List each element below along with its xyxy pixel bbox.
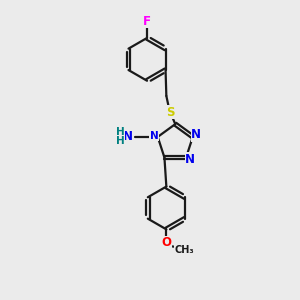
Text: N: N [123, 130, 133, 143]
Text: S: S [166, 106, 174, 119]
Text: N: N [191, 128, 201, 141]
Text: N: N [150, 131, 158, 141]
Text: O: O [161, 236, 171, 249]
Text: H: H [116, 136, 124, 146]
Text: F: F [143, 14, 151, 28]
Text: H: H [116, 127, 124, 137]
Text: CH₃: CH₃ [175, 245, 195, 255]
Text: N: N [185, 153, 195, 166]
